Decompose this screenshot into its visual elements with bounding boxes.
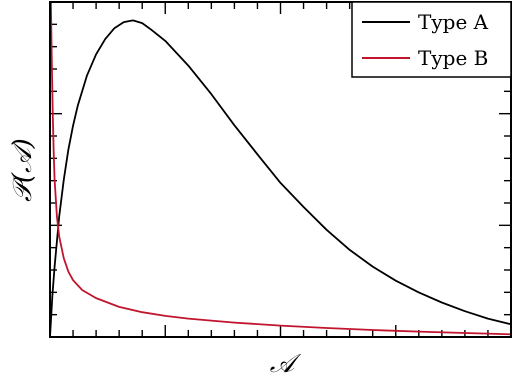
series-line-type-a bbox=[49, 19, 512, 338]
legend-box bbox=[351, 1, 512, 78]
plot-frame bbox=[49, 1, 512, 338]
legend: Type A Type B bbox=[351, 1, 512, 78]
legend-label-type-b: Type B bbox=[418, 46, 488, 70]
series-line-type-b bbox=[50, 1, 512, 336]
x-axis-label: 𝒜 bbox=[270, 349, 302, 379]
series-lines bbox=[49, 1, 512, 338]
legend-label-type-a: Type A bbox=[418, 10, 489, 34]
y-axis-label: 𝒫(𝒜) bbox=[8, 138, 38, 202]
